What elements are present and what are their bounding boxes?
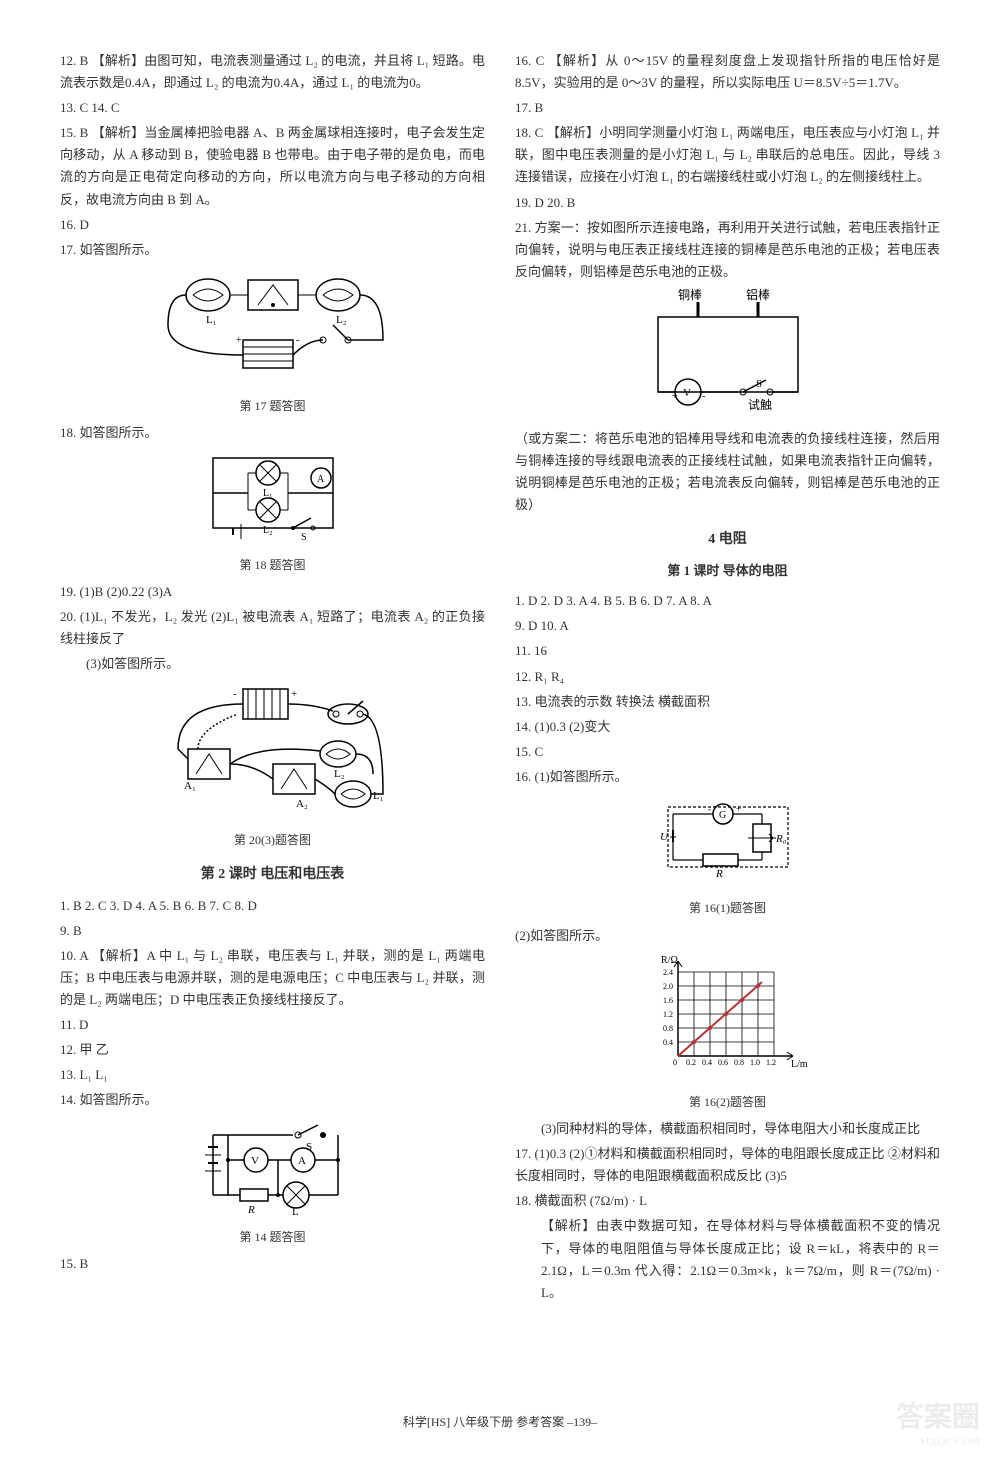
svg-text:L/m: L/m: [791, 1059, 808, 1070]
answer-item: 19. (1)B (2)0.22 (3)A: [60, 581, 485, 603]
answer-item: 16. (1)如答图所示。: [515, 766, 940, 788]
answer-item: 14. 如答图所示。: [60, 1089, 485, 1111]
answer-item: 17. 如答图所示。: [60, 239, 485, 261]
svg-text:-: -: [708, 804, 711, 814]
svg-text:-: -: [296, 335, 299, 346]
right-column: 16. C 【解析】从 0～15V 的量程刻度盘上发现指针所指的电压恰好是 8.…: [515, 50, 940, 1307]
answer-item: 12. B 【解析】由图可知，电流表测量通过 L₂ 的电流，并且将 L₁ 短路。…: [60, 50, 485, 94]
answer-item: 15. C: [515, 741, 940, 763]
svg-text:0.4: 0.4: [702, 1058, 712, 1067]
answer-item: 11. 16: [515, 640, 940, 662]
svg-text:+: +: [236, 335, 242, 346]
svg-text:2.4: 2.4: [663, 968, 673, 977]
svg-text:R₀: R₀: [775, 833, 787, 845]
svg-text:A₁: A₁: [184, 780, 196, 792]
svg-text:0.6: 0.6: [718, 1058, 728, 1067]
svg-text:铜棒: 铜棒: [678, 287, 702, 302]
svg-text:L₂: L₂: [334, 768, 345, 780]
svg-text:V: V: [251, 1155, 259, 1167]
svg-text:R: R: [715, 868, 723, 880]
watermark-url: MXQE.COM: [920, 1433, 980, 1452]
svg-text:S: S: [301, 532, 307, 543]
svg-text:试触: 试触: [748, 397, 772, 412]
svg-text:S: S: [756, 378, 762, 390]
answer-item: 10. A 【解析】A 中 L₁ 与 L₂ 串联，电压表与 L₁ 并联，测的是 …: [60, 945, 485, 1011]
answer-item: 13. C 14. C: [60, 97, 485, 119]
svg-text:R: R: [247, 1204, 255, 1215]
figure-caption: 第 14 题答图: [60, 1227, 485, 1247]
svg-text:0.8: 0.8: [734, 1058, 744, 1067]
svg-text:1.6: 1.6: [663, 996, 673, 1005]
answer-item: 11. D: [60, 1014, 485, 1036]
figure-caption: 第 18 题答图: [60, 555, 485, 575]
answer-item: 21. 方案一：按如图所示连接电路，再利用开关进行试触，若电压表指针正向偏转，说…: [515, 217, 940, 283]
svg-text:-: -: [233, 688, 237, 700]
answer-item: 【解析】由表中数据可知，在导体材料与导体横截面积不变的情况下，导体的电阻阻值与导…: [515, 1215, 940, 1303]
figure-20-3: - + A₁ A₂ L₂ L₁: [60, 679, 485, 826]
figure-16-2-graph: R/Ω L/m 0.4 0.8: [515, 951, 940, 1088]
answer-item: 15. B: [60, 1253, 485, 1275]
section-title: 4 电阻: [515, 528, 940, 552]
svg-text:U: U: [660, 831, 669, 843]
lesson-title: 第 1 课时 导体的电阻: [515, 560, 940, 582]
answer-item: 12. 甲 乙: [60, 1039, 485, 1061]
answer-item: 12. R₁ R₄: [515, 666, 940, 688]
answer-item: (3)同种材料的导体，横截面积相同时，导体电阻大小和长度成正比: [515, 1118, 940, 1140]
answer-item: 16. D: [60, 214, 485, 236]
left-column: 12. B 【解析】由图可知，电流表测量通过 L₂ 的电流，并且将 L₁ 短路。…: [60, 50, 485, 1307]
figure-caption: 第 16(2)题答图: [515, 1092, 940, 1112]
answer-item: 13. 电流表的示数 转换法 横截面积: [515, 691, 940, 713]
figure-caption: 第 17 题答图: [60, 396, 485, 416]
svg-text:+: +: [736, 804, 741, 814]
answer-item: 19. D 20. B: [515, 192, 940, 214]
answer-item: 1. D 2. D 3. A 4. B 5. B 6. D 7. A 8. A: [515, 590, 940, 612]
answer-item: 17. B: [515, 97, 940, 119]
figure-21: 铜棒 铝棒 V + - 试触 S: [515, 287, 940, 424]
svg-text:R/Ω: R/Ω: [661, 955, 678, 966]
svg-text:A: A: [298, 1155, 306, 1167]
svg-text:L₁: L₁: [373, 790, 384, 802]
answer-item: 9. B: [60, 920, 485, 942]
svg-text:G: G: [719, 810, 726, 821]
answer-item: 15. B 【解析】当金属棒把验电器 A、B 两金属球相连接时，电子会发生定向移…: [60, 122, 485, 210]
svg-text:L₂: L₂: [263, 525, 273, 536]
svg-text:L: L: [292, 1206, 299, 1215]
svg-text:0: 0: [673, 1058, 677, 1067]
answer-item: (2)如答图所示。: [515, 925, 940, 947]
figure-14: baseline x1="135" y1="20" x2="150" y2="2…: [60, 1115, 485, 1222]
answer-item: 17. (1)0.3 (2)①材料和横截面积相同时，导体的电阻跟长度成正比 ②材…: [515, 1143, 940, 1187]
answer-item: 13. L₁ L₁: [60, 1064, 485, 1086]
svg-text:0.2: 0.2: [686, 1058, 696, 1067]
svg-text:1.0: 1.0: [750, 1058, 760, 1067]
answer-item: 1. B 2. C 3. D 4. A 5. B 6. B 7. C 8. D: [60, 895, 485, 917]
svg-text:L₁: L₁: [206, 314, 217, 326]
figure-17: L₁ L₂ + -: [60, 265, 485, 392]
figure-caption: 第 16(1)题答图: [515, 898, 940, 918]
svg-text:铝棒: 铝棒: [746, 287, 770, 302]
svg-text:1.2: 1.2: [766, 1058, 776, 1067]
svg-text:V: V: [683, 387, 691, 399]
svg-text:L₂: L₂: [336, 314, 347, 326]
figure-18: L₁ L₂ A S: [60, 448, 485, 550]
answer-item: (3)如答图所示。: [60, 653, 485, 675]
svg-text:A₂: A₂: [296, 798, 308, 810]
svg-text:+: +: [291, 688, 297, 700]
section-title: 第 2 课时 电压和电压表: [60, 863, 485, 887]
page-footer: 科学[HS] 八年级下册 参考答案 –139–: [0, 1412, 1000, 1432]
answer-item: 20. (1)L₁ 不发光，L₂ 发光 (2)L₁ 被电流表 A₁ 短路了；电流…: [60, 606, 485, 650]
answer-item: 18. 如答图所示。: [60, 422, 485, 444]
figure-caption: 第 20(3)题答图: [60, 830, 485, 850]
svg-text:2.0: 2.0: [663, 982, 673, 991]
svg-text:A: A: [317, 474, 325, 485]
answer-item: 18. C 【解析】小明同学测量小灯泡 L₁ 两端电压，电压表应与小灯泡 L₁ …: [515, 122, 940, 188]
svg-text:0.8: 0.8: [663, 1024, 673, 1033]
answer-item: 18. 横截面积 (7Ω/m) · L: [515, 1190, 940, 1212]
answer-item: 9. D 10. A: [515, 615, 940, 637]
answer-item: 14. (1)0.3 (2)变大: [515, 716, 940, 738]
figure-16-1: U G - + R₀ R: [515, 792, 940, 894]
svg-text:1.2: 1.2: [663, 1010, 673, 1019]
svg-text:0.4: 0.4: [663, 1038, 673, 1047]
answer-item: 16. C 【解析】从 0～15V 的量程刻度盘上发现指针所指的电压恰好是 8.…: [515, 50, 940, 94]
answer-item: （或方案二：将芭乐电池的铝棒用导线和电流表的负接线柱连接，然后用与铜棒连接的导线…: [515, 428, 940, 516]
